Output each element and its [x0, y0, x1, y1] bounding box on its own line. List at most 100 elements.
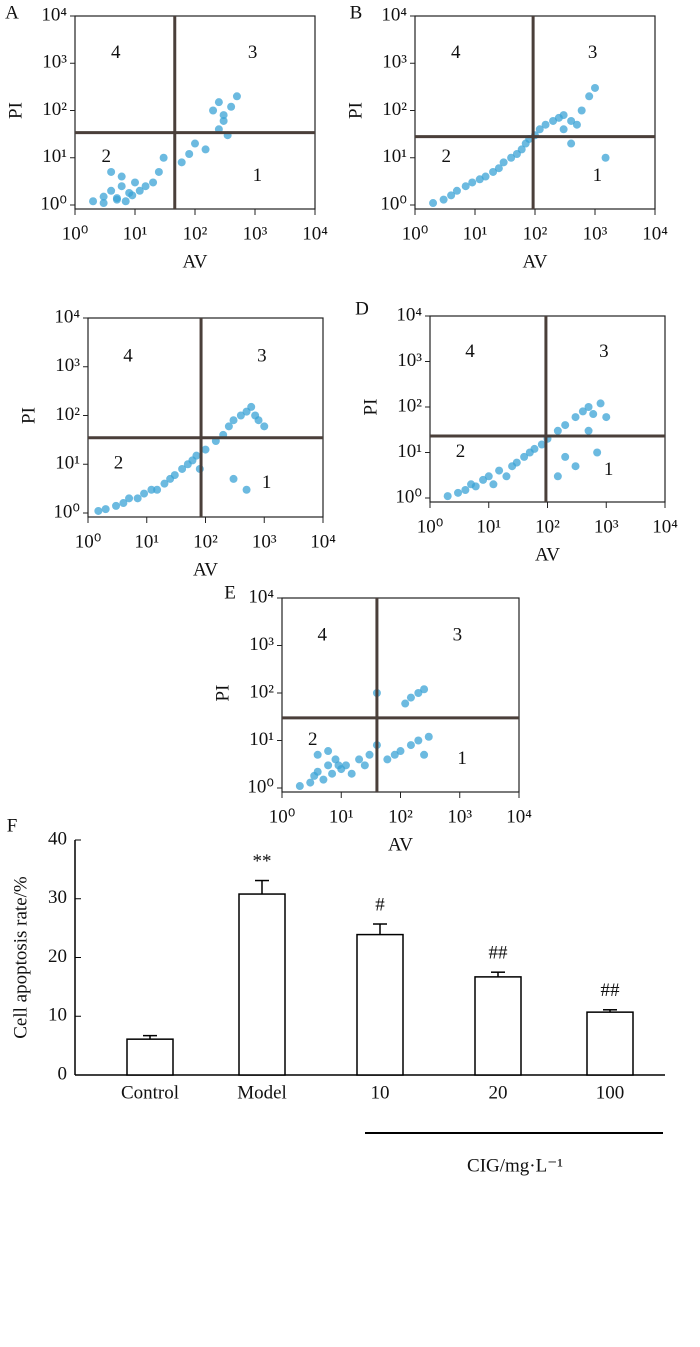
y-tick-label: 10⁰: [53, 501, 80, 522]
y-tick-label: 10¹: [397, 441, 422, 462]
event-dot: [331, 755, 340, 764]
event-dot: [406, 693, 415, 702]
y-tick-label: 10³: [42, 52, 67, 73]
event-dot: [160, 479, 169, 488]
y-tick-label: 10: [48, 1005, 67, 1026]
x-axis-label: AV: [193, 559, 218, 580]
event-dot: [561, 421, 570, 430]
event-dot: [571, 462, 580, 471]
x-tick-label: 10¹: [134, 531, 159, 552]
event-dot: [334, 761, 343, 770]
event-dot: [347, 769, 356, 778]
event-dot: [424, 732, 433, 741]
event-dot: [571, 413, 580, 422]
event-dot: [135, 186, 144, 195]
panel-label: D: [355, 298, 369, 319]
event-dot: [214, 98, 223, 107]
event-dot: [147, 485, 156, 494]
x-tick-label: 20: [489, 1082, 508, 1103]
event-dot: [499, 158, 508, 167]
significance-mark: ##: [489, 943, 509, 964]
event-dot: [254, 416, 263, 425]
event-dot: [219, 111, 228, 120]
event-dot: [414, 736, 423, 745]
event-dot: [89, 197, 98, 206]
x-tick-label: 10²: [193, 531, 218, 552]
y-tick-label: 10²: [397, 395, 422, 416]
event-dot: [567, 116, 576, 125]
y-tick-label: 10²: [382, 99, 407, 120]
event-dot: [341, 761, 350, 770]
quadrant-label: 3: [588, 42, 598, 63]
event-dot: [420, 750, 429, 759]
x-tick-label: Model: [237, 1082, 287, 1103]
y-axis-label: PI: [360, 399, 381, 416]
event-dot: [468, 178, 477, 187]
event-dot: [119, 499, 128, 508]
quadrant-label: 4: [318, 624, 328, 645]
event-dot: [131, 178, 139, 187]
x-tick-label: 10⁴: [642, 223, 668, 244]
event-dot: [489, 167, 498, 176]
y-tick-label: 10⁰: [395, 486, 422, 507]
x-tick-label: 10³: [252, 531, 277, 552]
event-dot: [117, 182, 126, 191]
event-dot: [406, 741, 415, 750]
event-dot: [170, 471, 179, 480]
event-dot: [141, 182, 150, 191]
event-dot: [535, 125, 544, 134]
event-dot: [365, 750, 374, 759]
event-dot: [561, 452, 570, 461]
quadrant-label: 4: [111, 42, 121, 63]
x-tick-label: 10¹: [329, 806, 354, 827]
event-dot: [201, 445, 210, 454]
y-tick-label: 10¹: [382, 146, 407, 167]
event-dot: [494, 164, 503, 173]
y-tick-label: 10²: [42, 99, 67, 120]
event-dot: [559, 125, 568, 134]
event-dot: [360, 761, 369, 770]
event-dot: [602, 413, 611, 422]
event-dot: [224, 422, 233, 431]
x-tick-label: 10³: [243, 223, 268, 244]
event-dot: [227, 102, 236, 111]
x-tick-label: Control: [121, 1082, 179, 1103]
quadrant-label: 3: [453, 624, 463, 645]
quadrant-label: 1: [262, 472, 272, 493]
y-tick-label: 10⁴: [248, 586, 274, 607]
event-dot: [596, 399, 605, 408]
event-dot: [593, 448, 602, 457]
event-dot: [313, 750, 322, 759]
event-dot: [512, 458, 521, 467]
x-tick-label: 10⁴: [506, 806, 532, 827]
x-axis-label: AV: [535, 544, 560, 565]
y-tick-label: 10¹: [42, 146, 67, 167]
event-dot: [192, 451, 201, 460]
x-tick-label: 10²: [535, 516, 560, 537]
event-dot: [153, 485, 162, 494]
event-dot: [520, 452, 529, 461]
event-dot: [159, 153, 168, 162]
event-dot: [247, 402, 256, 411]
y-axis-label: PI: [212, 685, 233, 702]
quadrant-label: 2: [456, 441, 466, 462]
y-tick-label: 10⁰: [247, 776, 274, 797]
event-dot: [154, 167, 163, 176]
x-tick-label: 10¹: [463, 223, 488, 244]
event-dot: [112, 194, 121, 203]
x-tick-label: 10⁰: [62, 223, 89, 244]
event-dot: [559, 111, 568, 120]
event-dot: [99, 199, 108, 208]
significance-mark: #: [375, 894, 385, 915]
x-tick-label: 10⁴: [310, 531, 336, 552]
event-dot: [553, 426, 562, 435]
x-tick-label: 100: [596, 1082, 625, 1103]
event-dot: [324, 761, 333, 770]
y-tick-label: 10³: [249, 634, 274, 655]
quadrant-label: 4: [451, 42, 461, 63]
event-dot: [125, 494, 134, 503]
event-dot: [112, 501, 121, 510]
y-tick-label: 10¹: [249, 729, 274, 750]
event-dot: [177, 158, 186, 167]
